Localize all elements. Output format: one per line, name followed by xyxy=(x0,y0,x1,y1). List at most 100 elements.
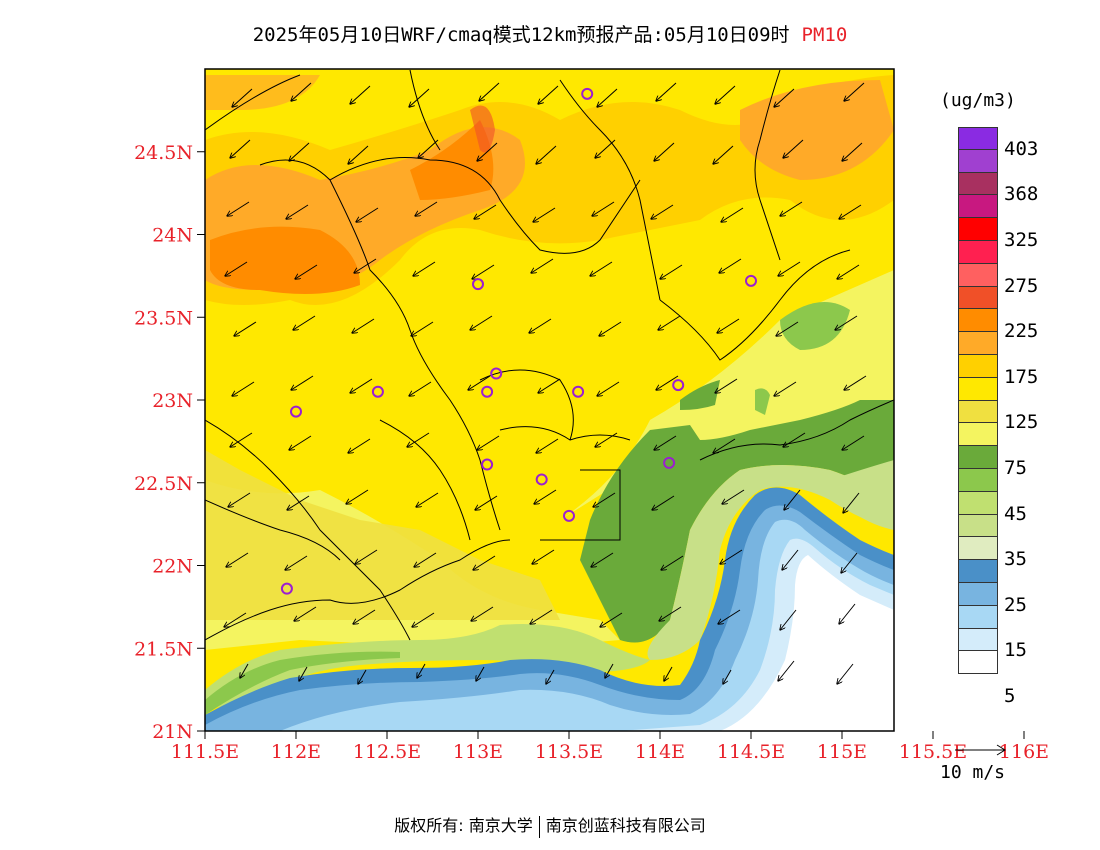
colorbar-swatch xyxy=(958,286,998,310)
wind-arrow xyxy=(418,139,439,158)
wind-arrow xyxy=(715,85,736,104)
wind-arrow xyxy=(295,264,318,279)
wind-arrow xyxy=(605,663,614,678)
wind-arrow xyxy=(837,663,854,684)
wind-arrow xyxy=(227,201,250,216)
wind-arrow xyxy=(232,381,255,396)
station-marker xyxy=(280,582,293,595)
wind-arrow xyxy=(479,82,500,101)
wind-arrow xyxy=(291,375,314,390)
wind-arrow xyxy=(412,612,435,627)
wind-arrow xyxy=(471,606,494,621)
wind-arrow xyxy=(411,321,434,336)
wind-arrow xyxy=(225,261,248,276)
map-title: 2025年05月10日WRF/cmaq模式12km预报产品:05月10日09时 P… xyxy=(0,20,1100,47)
wind-arrow xyxy=(356,207,379,222)
wind-arrow xyxy=(835,315,858,330)
wind-arrow xyxy=(350,378,373,393)
wind-arrow xyxy=(599,321,622,336)
wind-arrow xyxy=(240,663,249,678)
wind-arrow xyxy=(355,549,378,564)
station-marker xyxy=(901,431,911,441)
wind-arrow xyxy=(352,318,375,333)
wind-arrow xyxy=(413,261,436,276)
colorbar-tick-label: 125 xyxy=(1004,411,1039,434)
wind-arrow xyxy=(783,139,804,158)
wind-arrow xyxy=(414,552,437,567)
station-marker xyxy=(481,385,494,398)
wind-arrow xyxy=(783,432,806,447)
colorbar-tick-label: 35 xyxy=(1004,548,1027,571)
wind-arrow xyxy=(776,321,799,336)
wind-arrow xyxy=(591,552,614,567)
wind-arrow xyxy=(286,204,309,219)
station-marker xyxy=(572,385,585,398)
wind-arrow xyxy=(473,555,496,570)
wind-arrow xyxy=(719,258,742,273)
wind-arrow xyxy=(713,145,734,164)
wind-arrow xyxy=(718,609,741,624)
wind-arrow xyxy=(289,435,312,450)
colorbar-swatch xyxy=(958,218,998,241)
wind-arrow xyxy=(654,435,677,450)
colorbar-swatch xyxy=(958,446,998,469)
wind-arrow xyxy=(289,142,310,161)
station-marker xyxy=(563,509,575,522)
wind-arrow xyxy=(661,555,684,570)
wind-arrow xyxy=(782,549,799,570)
station-marker xyxy=(472,278,484,291)
wind-arrow xyxy=(774,381,797,396)
colorbar-swatch xyxy=(958,491,998,515)
station-marker xyxy=(490,367,503,380)
station-marker xyxy=(581,87,594,100)
wind-arrow xyxy=(474,204,497,219)
colorbar-tick-label: 403 xyxy=(1004,137,1039,160)
wind-arrow xyxy=(536,145,557,164)
colorbar-swatch xyxy=(958,332,998,355)
lon-tick-label: 115E xyxy=(817,741,867,763)
station-marker xyxy=(371,385,384,398)
colorbar-swatch xyxy=(958,263,998,287)
wind-arrow xyxy=(651,204,674,219)
colorbar-tick-label: 175 xyxy=(1004,365,1039,388)
wind-arrow xyxy=(532,549,555,564)
lat-tick-label: 23N xyxy=(152,390,193,412)
colorbar-swatch xyxy=(958,537,998,561)
colorbar-swatch xyxy=(958,628,998,652)
wind-arrow xyxy=(299,666,308,681)
wind-arrow xyxy=(475,495,498,510)
copyright-footer: 版权所有: 南京大学 南京创蓝科技有限公司 xyxy=(0,812,1100,838)
wind-arrow xyxy=(538,85,559,104)
wind-arrow xyxy=(468,375,491,390)
wind-arrow xyxy=(350,85,371,104)
wind-arrow xyxy=(348,145,369,164)
lon-tick-label: 116E xyxy=(999,741,1049,763)
reference-vector xyxy=(955,744,1006,756)
wind-arrow xyxy=(291,82,312,101)
colorbar-swatch xyxy=(958,172,998,196)
wind-arrow xyxy=(843,492,860,513)
title-pollutant: PM10 xyxy=(801,24,848,46)
lat-axis: 24.5N 24N 23.5N 23N 22.5N 22N 21.5N 21N xyxy=(134,142,205,743)
lon-tick-label: 112E xyxy=(271,741,321,763)
wind-arrow xyxy=(470,315,493,330)
lon-tick-label: 114.5E xyxy=(717,741,785,763)
colorbar-tick-label: 275 xyxy=(1004,274,1039,297)
wind-arrow xyxy=(715,378,738,393)
footer-left: 版权所有: 南京大学 xyxy=(394,816,533,835)
wind-arrow xyxy=(358,669,367,684)
wind-arrow xyxy=(717,318,740,333)
colorbar-swatch xyxy=(958,423,998,447)
wind-arrow xyxy=(841,552,858,573)
colorbar-swatch xyxy=(958,241,998,264)
colorbar-swatch xyxy=(958,127,998,150)
colorbar-swatch xyxy=(958,309,998,333)
lat-tick-label: 24.5N xyxy=(134,142,193,164)
title-main: 2025年05月10日WRF/cmaq模式12km预报产品:05月10日09时 xyxy=(252,24,790,46)
wind-arrow xyxy=(415,201,438,216)
wind-arrow xyxy=(226,552,249,567)
wind-arrow xyxy=(595,432,618,447)
wind-arrow xyxy=(720,549,743,564)
wind-arrow xyxy=(529,318,552,333)
